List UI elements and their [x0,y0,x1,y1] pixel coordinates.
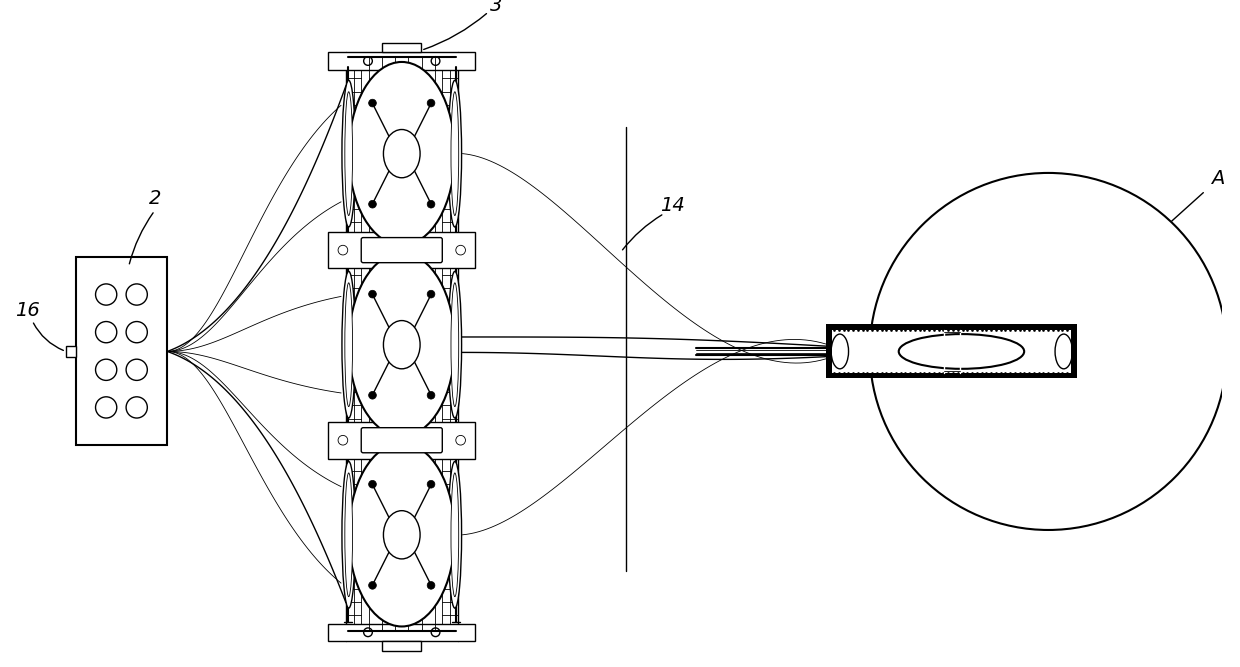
Bar [329,232,475,268]
Text: 14: 14 [660,196,684,215]
Ellipse shape [348,62,455,245]
Circle shape [368,480,377,488]
Bar [329,422,475,459]
Circle shape [427,582,435,589]
Text: A: A [1211,169,1225,188]
Ellipse shape [383,321,420,369]
Circle shape [427,392,435,399]
Circle shape [427,200,435,208]
Bar [66,346,76,358]
Ellipse shape [448,271,461,418]
Bar [329,624,475,641]
Ellipse shape [383,511,420,559]
Circle shape [427,290,435,298]
Circle shape [427,99,435,107]
Circle shape [368,99,377,107]
Text: 16: 16 [15,301,40,320]
Bar [832,330,1071,373]
Bar [382,641,422,650]
Ellipse shape [448,462,461,608]
Ellipse shape [345,283,352,407]
Ellipse shape [342,271,356,418]
Ellipse shape [451,473,459,597]
Ellipse shape [342,80,356,227]
Ellipse shape [345,473,352,597]
Ellipse shape [348,443,455,626]
Ellipse shape [451,283,459,407]
Text: 2: 2 [149,189,161,209]
Circle shape [368,582,377,589]
Ellipse shape [348,253,455,436]
Bar [76,257,167,445]
Ellipse shape [342,462,356,608]
Ellipse shape [383,129,420,178]
Circle shape [368,290,377,298]
FancyBboxPatch shape [361,237,443,263]
Circle shape [427,480,435,488]
Bar [826,324,1078,378]
Ellipse shape [451,92,459,215]
FancyBboxPatch shape [361,428,443,453]
Circle shape [368,200,377,208]
Ellipse shape [448,80,461,227]
Ellipse shape [345,92,352,215]
Text: 3: 3 [490,0,502,15]
Bar [382,43,422,52]
Circle shape [368,392,377,399]
Bar [329,52,475,69]
